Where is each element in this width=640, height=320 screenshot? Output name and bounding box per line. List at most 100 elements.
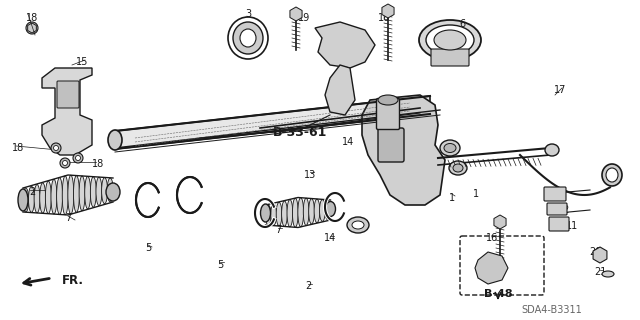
Ellipse shape (319, 200, 325, 221)
Text: 18: 18 (92, 159, 104, 169)
Ellipse shape (108, 130, 122, 150)
Circle shape (26, 22, 38, 34)
Polygon shape (115, 96, 430, 149)
Ellipse shape (314, 199, 320, 223)
Ellipse shape (449, 161, 467, 175)
Ellipse shape (287, 200, 292, 227)
Text: 13: 13 (304, 170, 316, 180)
Text: FR.: FR. (62, 274, 84, 286)
Text: 20: 20 (589, 247, 601, 257)
Ellipse shape (102, 178, 108, 204)
Circle shape (54, 146, 58, 150)
Text: 4: 4 (353, 47, 359, 57)
Ellipse shape (84, 176, 91, 209)
Ellipse shape (260, 204, 271, 222)
Ellipse shape (292, 198, 298, 227)
Ellipse shape (23, 188, 29, 212)
Text: B-48: B-48 (484, 289, 512, 299)
Ellipse shape (90, 177, 96, 207)
Text: 9: 9 (452, 167, 458, 177)
Text: 11: 11 (566, 221, 578, 231)
Ellipse shape (34, 185, 40, 213)
Ellipse shape (62, 176, 68, 215)
Text: B-33-61: B-33-61 (273, 125, 327, 139)
FancyBboxPatch shape (376, 99, 399, 130)
Ellipse shape (606, 168, 618, 182)
Ellipse shape (56, 178, 63, 214)
FancyBboxPatch shape (378, 128, 404, 162)
Text: 10: 10 (552, 187, 564, 197)
Ellipse shape (68, 175, 74, 214)
Circle shape (63, 161, 67, 165)
Ellipse shape (18, 189, 28, 211)
Text: 6: 6 (459, 19, 465, 29)
Ellipse shape (378, 95, 398, 105)
Text: 7: 7 (65, 213, 71, 223)
Ellipse shape (228, 17, 268, 59)
Ellipse shape (276, 202, 282, 226)
Ellipse shape (434, 30, 466, 50)
FancyBboxPatch shape (431, 49, 469, 66)
Ellipse shape (545, 144, 559, 156)
Ellipse shape (51, 179, 57, 214)
Ellipse shape (303, 198, 309, 226)
Ellipse shape (96, 177, 102, 205)
Text: 15: 15 (76, 57, 88, 67)
Text: 5: 5 (145, 243, 151, 253)
Ellipse shape (29, 186, 35, 212)
Ellipse shape (308, 199, 314, 224)
Ellipse shape (266, 205, 271, 225)
Ellipse shape (440, 140, 460, 156)
Ellipse shape (108, 178, 113, 202)
Ellipse shape (45, 181, 51, 214)
Ellipse shape (602, 164, 622, 186)
Circle shape (51, 143, 61, 153)
Polygon shape (42, 68, 92, 155)
Ellipse shape (74, 176, 79, 212)
Ellipse shape (453, 164, 463, 172)
Text: 2: 2 (29, 187, 35, 197)
Text: 14: 14 (324, 233, 336, 243)
Text: 8: 8 (439, 143, 445, 153)
Text: 17: 17 (554, 85, 566, 95)
FancyBboxPatch shape (544, 187, 566, 201)
Polygon shape (325, 65, 355, 115)
Ellipse shape (106, 183, 120, 201)
Polygon shape (315, 22, 375, 68)
FancyBboxPatch shape (57, 81, 79, 108)
Ellipse shape (352, 221, 364, 229)
FancyBboxPatch shape (549, 217, 569, 231)
Text: 1: 1 (449, 193, 455, 203)
FancyBboxPatch shape (547, 203, 567, 215)
Text: 12: 12 (558, 205, 570, 215)
Ellipse shape (325, 200, 331, 220)
Text: 14: 14 (342, 137, 354, 147)
Text: 3: 3 (245, 9, 251, 19)
Polygon shape (362, 95, 445, 205)
Text: 21: 21 (594, 267, 606, 277)
Ellipse shape (282, 201, 287, 226)
Ellipse shape (602, 271, 614, 277)
Text: 16: 16 (486, 233, 498, 243)
Text: 18: 18 (12, 143, 24, 153)
Text: SDA4-B3311: SDA4-B3311 (521, 305, 582, 315)
Ellipse shape (444, 143, 456, 153)
Ellipse shape (271, 204, 276, 226)
Ellipse shape (79, 176, 85, 211)
Circle shape (60, 158, 70, 168)
Circle shape (73, 153, 83, 163)
Polygon shape (475, 252, 508, 284)
Text: 7: 7 (275, 225, 281, 235)
Text: 5: 5 (217, 260, 223, 270)
Ellipse shape (40, 183, 45, 213)
Text: 16: 16 (378, 13, 390, 23)
Ellipse shape (240, 29, 256, 47)
Text: 18: 18 (26, 13, 38, 23)
Circle shape (76, 156, 81, 161)
Ellipse shape (347, 217, 369, 233)
Ellipse shape (419, 20, 481, 60)
Ellipse shape (426, 25, 474, 55)
Ellipse shape (233, 22, 263, 54)
Ellipse shape (298, 198, 303, 227)
Ellipse shape (326, 202, 335, 217)
